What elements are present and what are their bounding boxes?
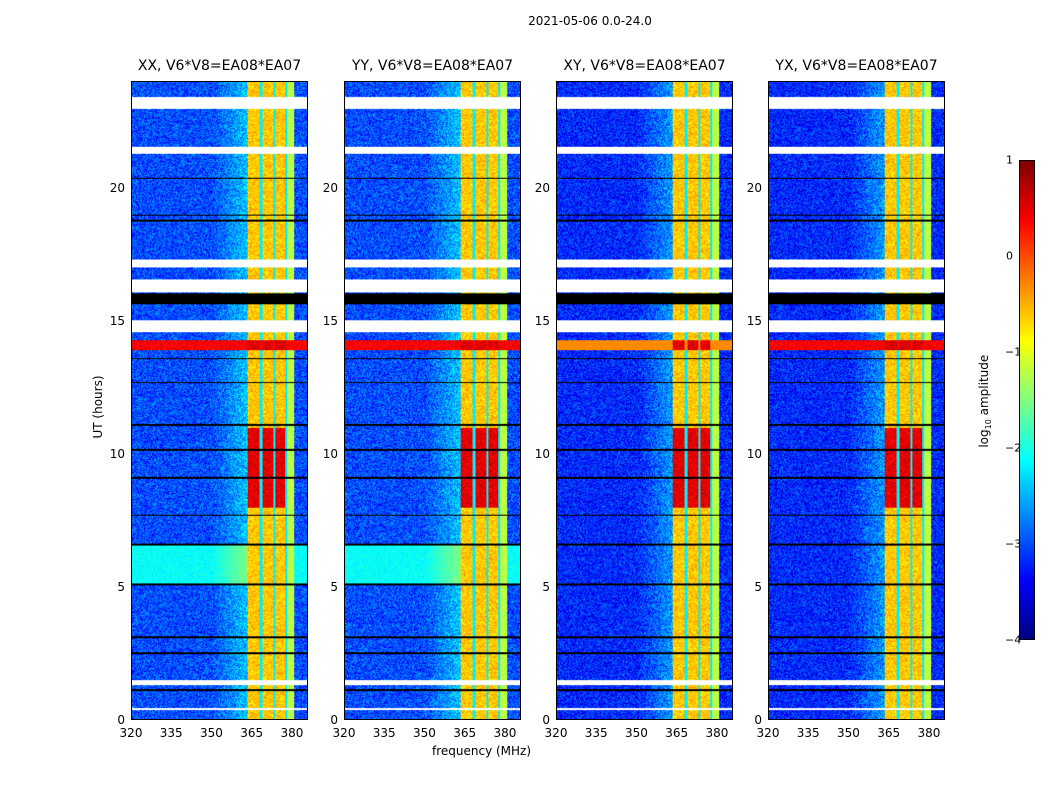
y-tick-label: 10 <box>534 446 550 461</box>
x-tick-label: 380 <box>280 726 304 740</box>
y-tick-label: 15 <box>746 313 762 328</box>
figure-title: 2021-05-06 0.0-24.0 <box>528 14 652 28</box>
y-tick-label: 15 <box>534 313 550 328</box>
y-tick-label: 5 <box>754 579 762 594</box>
colorbar-tick-label: 0 <box>1006 249 1013 263</box>
x-tick-label: 320 <box>119 726 143 740</box>
x-tick-label: 350 <box>413 726 436 740</box>
y-tick-label: 0 <box>542 713 550 727</box>
x-tick-label: 350 <box>200 726 223 740</box>
colorbar-tick-label: 1 <box>1006 153 1013 167</box>
x-axis-label: frequency (MHz) <box>432 744 532 758</box>
x-tick-label: 365 <box>453 726 477 740</box>
y-tick-label: 10 <box>746 446 762 461</box>
y-tick-label: 10 <box>322 446 338 461</box>
y-tick-label: 0 <box>117 713 125 727</box>
y-tick-label: 15 <box>322 313 338 328</box>
panel-title: YX, V6*V8=EA08*EA07 <box>775 58 938 74</box>
spectrogram-xy <box>556 81 733 720</box>
x-tick-label: 335 <box>372 726 396 740</box>
spectrogram-yx <box>768 81 945 720</box>
y-tick-label: 5 <box>330 579 338 594</box>
panel-title: XX, V6*V8=EA08*EA07 <box>137 58 302 74</box>
colorbar-tick-label: −4 <box>1005 633 1022 647</box>
spectrogram-yy <box>344 81 521 720</box>
x-tick-label: 380 <box>705 726 729 740</box>
x-tick-label: 335 <box>584 726 608 740</box>
panel-xy: XY, V6*V8=EA08*EA07 320 335 350 365 380 0 5 10 1… <box>535 58 733 740</box>
spectrogram-xx <box>131 81 308 720</box>
y-tick-label: 5 <box>117 579 125 594</box>
x-tick-label: 350 <box>625 726 648 740</box>
panel-title: XY, V6*V8=EA08*EA07 <box>563 58 726 74</box>
x-tick-label: 380 <box>493 726 517 740</box>
x-tick-label: 320 <box>544 726 568 740</box>
colorbar <box>1019 160 1035 640</box>
x-tick-label: 365 <box>877 726 901 740</box>
x-tick-label: 320 <box>332 726 356 740</box>
colorbar-tick-label: −2 <box>1005 441 1022 455</box>
y-tick-label: 5 <box>542 579 550 594</box>
colorbar-label: log10 amplitude <box>976 354 994 448</box>
x-tick-label: 350 <box>837 726 860 740</box>
x-tick-label: 335 <box>796 726 820 740</box>
panel-yy: YY, V6*V8=EA08*EA07 320 335 350 365 380 0 5 10 1… <box>323 58 521 740</box>
x-tick-label: 380 <box>917 726 941 740</box>
y-tick-label: 20 <box>534 180 550 195</box>
x-tick-label: 365 <box>665 726 689 740</box>
y-tick-label: 20 <box>109 180 125 195</box>
y-tick-label: 20 <box>322 180 338 195</box>
panel-xx: XX, V6*V8=EA08*EA07 320 335 350 365 380 0 5 10 1… <box>110 58 308 740</box>
y-axis-label: UT (hours) <box>91 375 105 439</box>
x-tick-label: 335 <box>159 726 183 740</box>
x-tick-label: 320 <box>756 726 780 740</box>
y-tick-label: 0 <box>754 713 762 727</box>
y-tick-label: 20 <box>746 180 762 195</box>
panel-title: YY, V6*V8=EA08*EA07 <box>351 58 514 74</box>
y-tick-label: 15 <box>109 313 125 328</box>
y-tick-label: 10 <box>109 446 125 461</box>
panel-yx: YX, V6*V8=EA08*EA07 320 335 350 365 380 0 5 10 1… <box>747 58 945 740</box>
colorbar-tick-label: −3 <box>1005 537 1022 551</box>
x-tick-label: 365 <box>240 726 264 740</box>
y-tick-label: 0 <box>330 713 338 727</box>
colorbar-tick-label: −1 <box>1005 345 1022 359</box>
